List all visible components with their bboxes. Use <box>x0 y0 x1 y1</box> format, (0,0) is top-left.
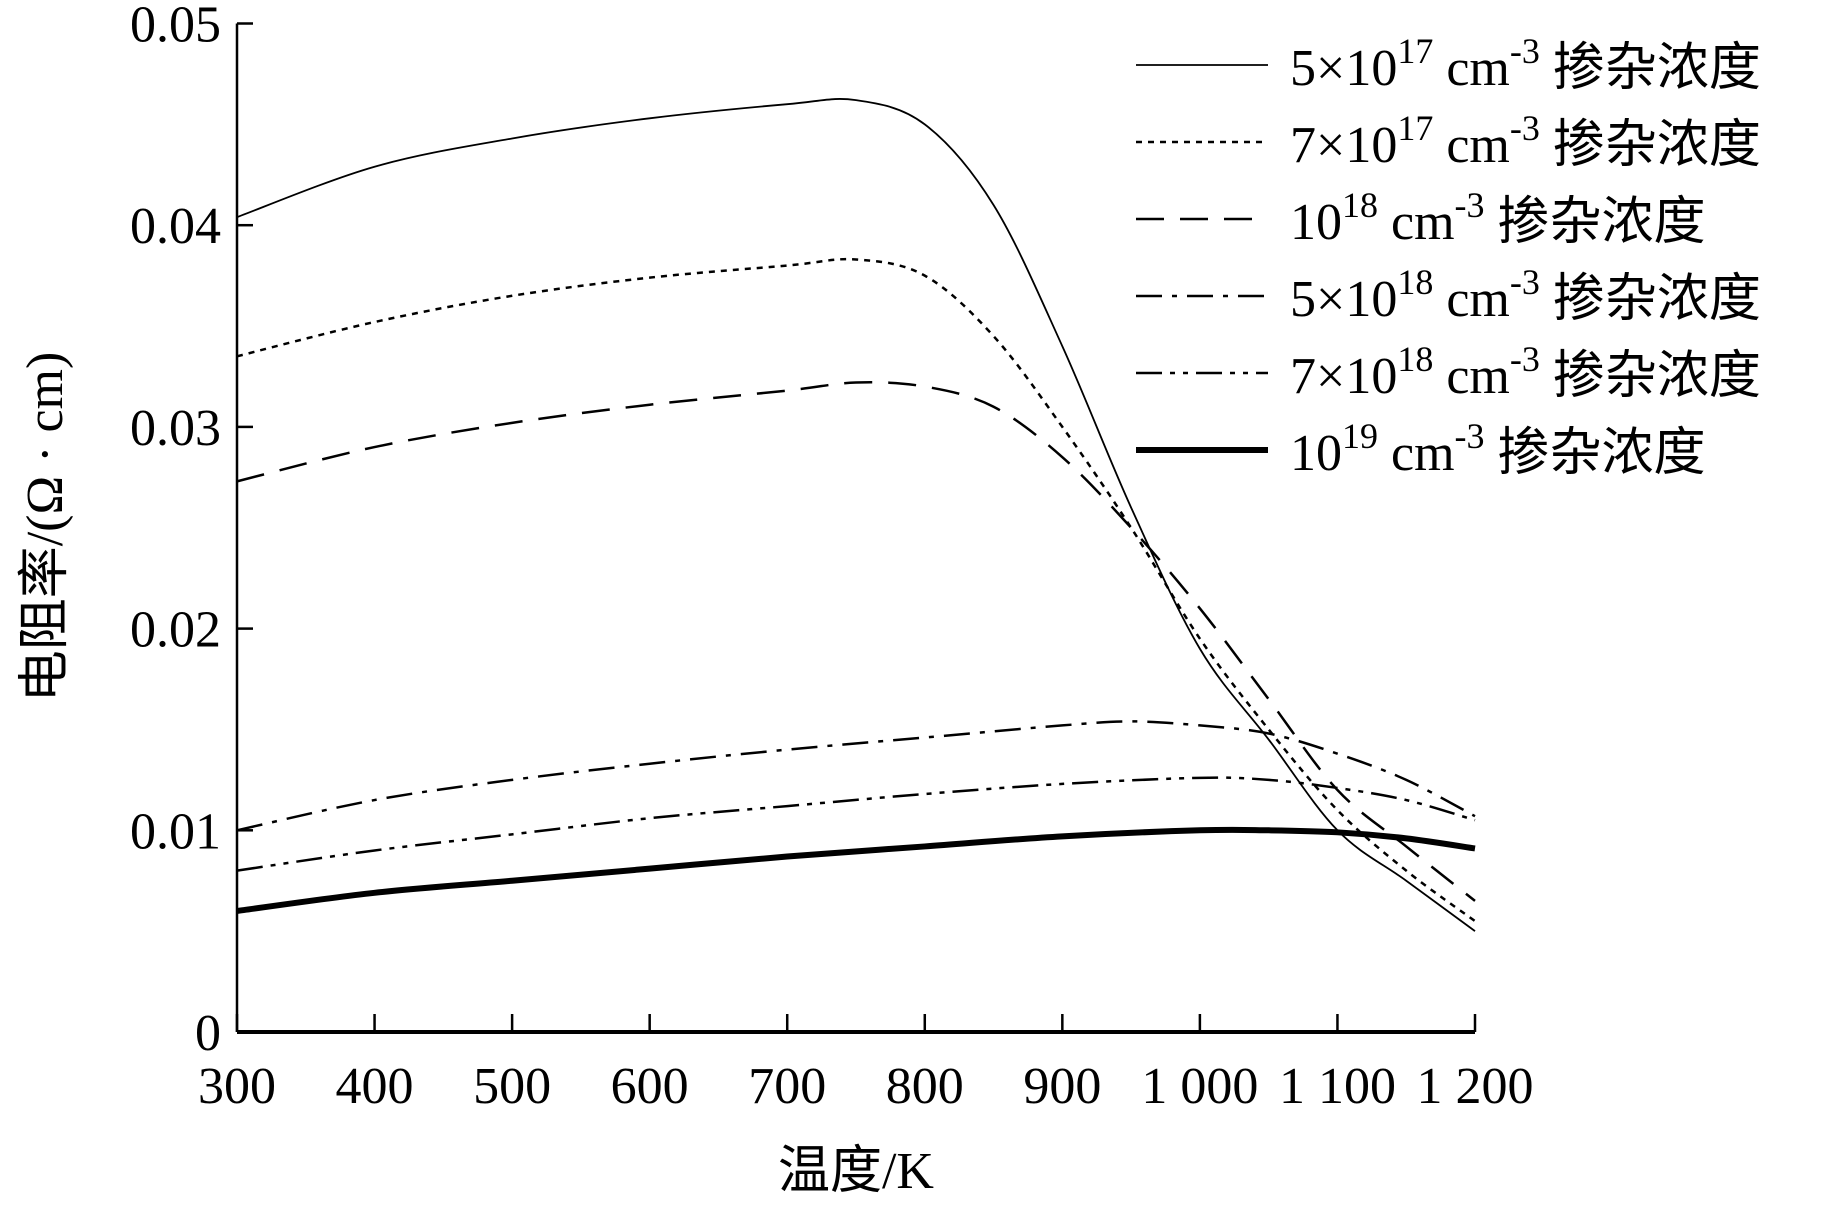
series-line-3 <box>236 381 1476 902</box>
y-axis-label: 电阻率/(Ω · cm) <box>17 352 74 703</box>
legend: 5×1017 cm-3 掺杂浓度 7×1017 cm-3 掺杂浓度 1018 cm-… <box>1136 31 1761 482</box>
series-line-4 <box>236 720 1476 832</box>
x-axis-label: 温度/K <box>778 1143 934 1200</box>
series-line-5 <box>236 776 1476 872</box>
x-tick-label: 1 000 <box>1141 1058 1258 1115</box>
legend-label: 1019 cm-3 掺杂浓度 <box>1290 416 1706 482</box>
y-tick-label: 0.05 <box>130 0 221 54</box>
x-tick-label: 500 <box>473 1058 551 1115</box>
y-tick-label: 0 <box>195 1005 221 1062</box>
x-tick-label: 1 100 <box>1279 1058 1396 1115</box>
x-tick-label: 1 200 <box>1417 1058 1534 1115</box>
axes: 300 400 500 600 700 800 900 1 000 1 100 1 200 0 0.0… <box>130 0 1534 1115</box>
x-tick-label: 800 <box>886 1058 964 1115</box>
x-tick-label: 400 <box>336 1058 414 1115</box>
series-group <box>236 98 1476 932</box>
legend-label: 5×1017 cm-3 掺杂浓度 <box>1290 31 1761 97</box>
series-line-6 <box>236 826 1476 914</box>
y-tick-label: 0.01 <box>130 803 221 860</box>
x-tick-label: 900 <box>1023 1058 1101 1115</box>
x-tick-label: 300 <box>198 1058 276 1115</box>
x-tick-label: 600 <box>611 1058 689 1115</box>
legend-label: 1018 cm-3 掺杂浓度 <box>1290 185 1706 251</box>
legend-label: 7×1017 cm-3 掺杂浓度 <box>1290 108 1761 174</box>
series-line-1 <box>236 98 1476 932</box>
y-tick-label: 0.03 <box>130 400 221 457</box>
x-tick-label: 700 <box>748 1058 826 1115</box>
legend-label: 7×1018 cm-3 掺杂浓度 <box>1290 339 1761 405</box>
y-tick-label: 0.04 <box>130 198 221 255</box>
legend-label: 5×1018 cm-3 掺杂浓度 <box>1290 262 1761 328</box>
y-tick-label: 0.02 <box>130 602 221 659</box>
